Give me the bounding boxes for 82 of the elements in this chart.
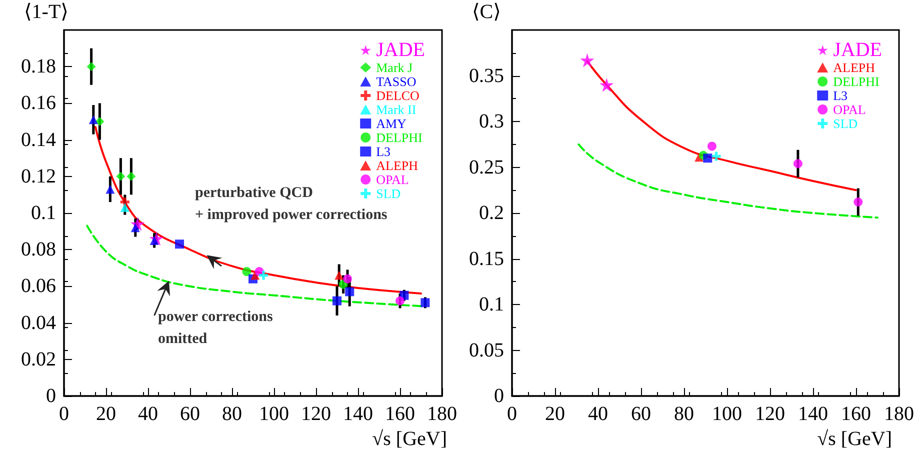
point <box>126 172 136 181</box>
legend-label: OPAL <box>833 102 866 117</box>
legend-label: SLD <box>376 186 401 201</box>
legend-label: SLD <box>833 116 858 131</box>
point <box>707 142 716 151</box>
x-tick-label: 160 <box>841 403 871 425</box>
x-tick-label: 160 <box>385 403 415 425</box>
y-tick-label: 0.1 <box>31 202 56 224</box>
y-tick-label: 0 <box>494 385 504 407</box>
legend-label: ALEPH <box>376 158 418 173</box>
point <box>343 274 352 284</box>
x-tick-label: 120 <box>755 403 785 425</box>
legend-label: OPAL <box>376 172 409 187</box>
point <box>116 172 126 181</box>
y-tick-label: 0.3 <box>479 110 504 132</box>
y-tick-label: 0 <box>46 385 56 407</box>
x-tick-label: 140 <box>798 403 828 425</box>
x-tick-label: 180 <box>427 403 457 425</box>
y-tick-label: 0.14 <box>21 128 56 151</box>
y-axis-title: ⟨1-T⟩ <box>24 1 68 23</box>
x-tick-label: 60 <box>631 403 651 425</box>
legend-label: L3 <box>833 88 848 103</box>
point <box>793 159 802 168</box>
x-tick-label: 20 <box>96 403 116 425</box>
y-tick-label: 0.35 <box>469 64 504 87</box>
legend-label: JADE <box>833 39 882 61</box>
legend-label: L3 <box>376 144 391 159</box>
y-tick-label: 0.1 <box>479 294 504 316</box>
annotation: power corrections omitted <box>158 309 273 347</box>
x-tick-label: 40 <box>138 403 158 425</box>
x-tick-label: 120 <box>301 403 331 425</box>
legend-label: AMY <box>376 116 408 131</box>
y-tick-label: 0.06 <box>21 275 56 298</box>
legend-label: ALEPH <box>833 60 876 75</box>
point <box>88 115 98 124</box>
x-tick-label: 80 <box>222 403 242 425</box>
point <box>95 117 104 126</box>
legend-label: TASSO <box>376 74 416 89</box>
point <box>600 78 614 92</box>
point <box>120 203 130 212</box>
point <box>345 287 354 296</box>
y-tick-label: 0.12 <box>21 165 56 188</box>
y-tick-label: 0.02 <box>21 348 56 370</box>
point <box>86 62 96 72</box>
legend-label: DELCO <box>376 88 420 103</box>
y-tick-label: 0.16 <box>21 92 56 114</box>
point <box>420 298 430 308</box>
x-axis-title: √s [GeV] <box>372 428 447 450</box>
y-tick-label: 0.15 <box>469 248 504 270</box>
y-tick-label: 0.04 <box>21 312 56 334</box>
y-tick-label: 0.18 <box>21 56 56 78</box>
y-tick-label: 0.25 <box>469 156 504 178</box>
y-tick-label: 0.2 <box>479 202 504 224</box>
x-tick-label: 140 <box>343 403 373 425</box>
legend-label: DELPHI <box>833 74 880 89</box>
x-tick-label: 60 <box>180 403 200 425</box>
line-series <box>578 143 878 219</box>
point <box>854 198 863 207</box>
point <box>332 296 342 306</box>
point <box>106 184 115 194</box>
point <box>580 53 594 68</box>
x-tick-label: 20 <box>545 403 565 425</box>
y-axis-title: ⟨C⟩ <box>472 1 501 23</box>
legend-label: Mark J <box>376 60 413 75</box>
x-axis-title: √s [GeV] <box>817 428 892 450</box>
x-tick-label: 40 <box>588 403 608 425</box>
point <box>259 270 268 280</box>
point <box>712 152 721 161</box>
legend-label: DELPHI <box>376 130 422 145</box>
point <box>175 240 184 249</box>
legend-label: Mark II <box>376 102 416 117</box>
x-tick-label: 80 <box>674 403 694 425</box>
y-tick-label: 0.05 <box>469 339 504 362</box>
x-tick-label: 100 <box>712 403 742 425</box>
legend-label: JADE <box>376 39 426 61</box>
point <box>242 267 252 276</box>
x-tick-label: 100 <box>259 403 289 425</box>
y-tick-label: 0.08 <box>21 238 56 261</box>
point <box>396 296 404 306</box>
x-tick-label: 180 <box>884 403 914 425</box>
point <box>334 270 344 280</box>
point <box>703 154 712 163</box>
